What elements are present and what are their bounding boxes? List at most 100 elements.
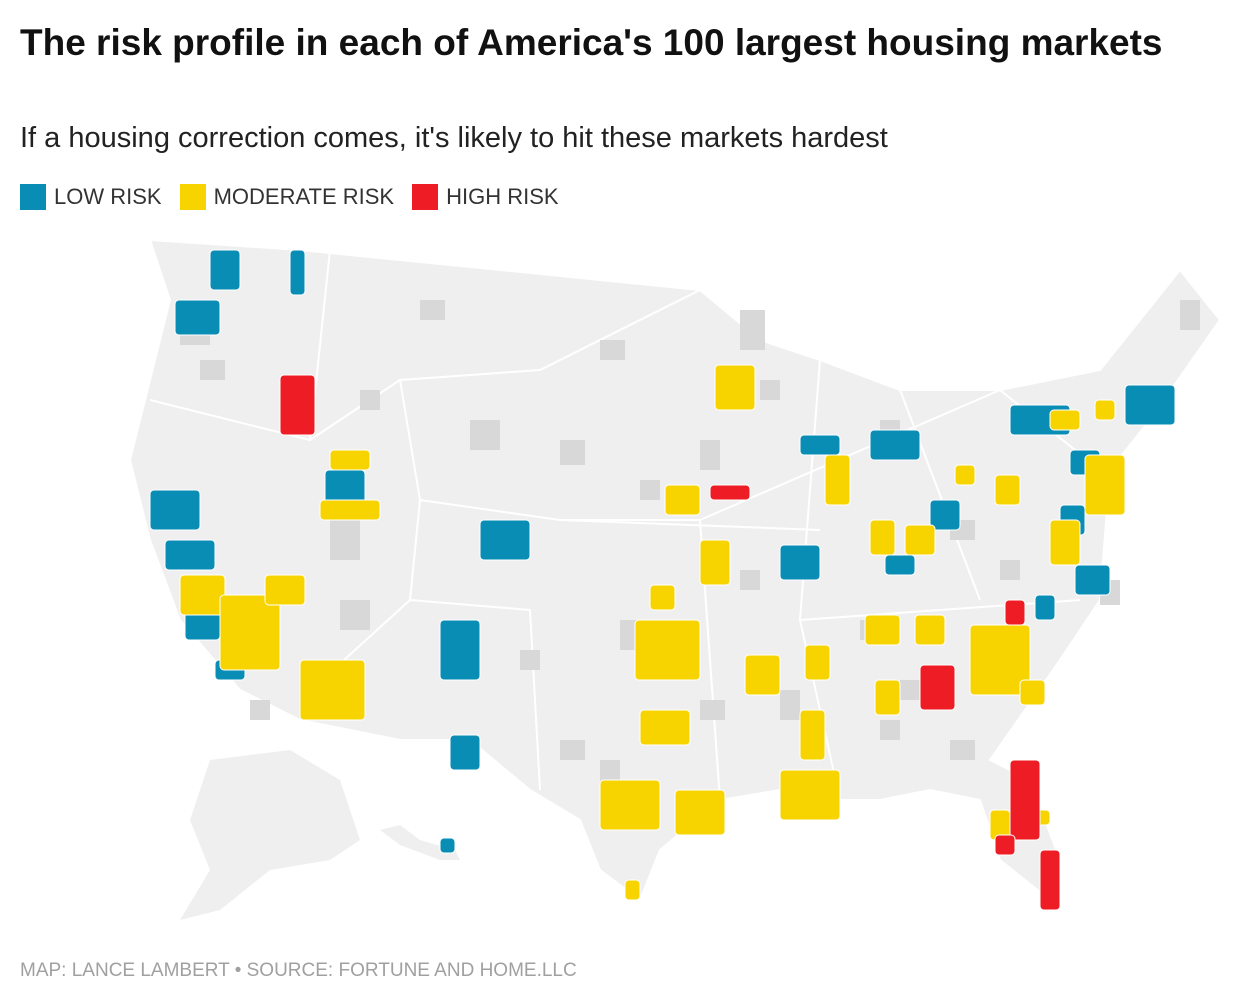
other-market [250,700,270,720]
housing-market [149,489,201,531]
housing-market [869,519,896,556]
other-market [1000,560,1020,580]
legend-item: LOW RISK [20,184,162,210]
housing-market [824,454,851,506]
other-market [560,440,585,465]
legend-swatch [179,184,206,210]
housing-market [289,249,306,296]
other-market [700,440,720,470]
base-map [128,238,1222,920]
legend-label: HIGH RISK [446,184,559,209]
housing-market [439,837,456,854]
other-market [900,680,920,700]
housing-market [1009,759,1041,841]
legend: LOW RISK MODERATE RISK HIGH RISK [20,184,559,210]
legend-label: MODERATE RISK [213,184,395,209]
housing-market [264,574,306,606]
map-title: The risk profile in each of America's 10… [20,22,1163,63]
housing-market [634,619,701,681]
other-market [520,650,540,670]
housing-market [714,364,756,411]
housing-market [1004,599,1026,626]
hawaii [380,825,460,860]
other-market [340,600,370,630]
housing-market [639,709,691,746]
other-market [700,700,725,720]
housing-market [329,449,371,471]
housing-market [804,644,831,681]
housing-market [599,779,661,831]
housing-market [209,249,241,291]
housing-market [649,584,676,611]
legend-label: LOW RISK [54,184,162,209]
other-market [740,310,765,350]
other-market [420,300,445,320]
other-market [360,390,380,410]
markets [149,249,1200,911]
housing-market [904,524,936,556]
housing-market [449,734,481,771]
housing-market [1039,849,1061,911]
map-subtitle: If a housing correction comes, it's like… [20,122,888,154]
other-market [640,480,660,500]
housing-market [1084,454,1126,516]
housing-market [624,879,641,901]
housing-market [179,574,226,616]
legend-item: MODERATE RISK [179,184,395,210]
housing-market [969,624,1031,696]
other-market [330,520,360,560]
map [128,238,1222,920]
housing-market [174,299,221,336]
other-market [470,420,500,450]
housing-market [1049,409,1081,431]
housing-market [914,614,946,646]
alaska [180,750,360,920]
other-market [560,740,585,760]
other-market [950,740,975,760]
housing-market [709,484,751,501]
housing-market [664,484,701,516]
other-market [1180,300,1200,330]
housing-market [164,539,216,571]
housing-market [994,834,1016,856]
housing-market [874,679,901,716]
legend-item: HIGH RISK [412,184,559,210]
housing-market [1034,594,1056,621]
legend-swatch [412,184,439,210]
housing-market [299,659,366,721]
other-market [880,720,900,740]
housing-market [779,544,821,581]
other-market [760,380,780,400]
housing-market [864,614,901,646]
housing-market [994,474,1021,506]
housing-market [799,709,826,761]
housing-market [699,539,731,586]
credit: MAP: LANCE LAMBERT • SOURCE: FORTUNE AND… [20,960,577,981]
housing-market [674,789,726,836]
housing-market [779,769,841,821]
housing-market [1049,519,1081,566]
housing-market [954,464,976,486]
state-lines [149,249,1101,801]
housing-market [929,499,961,531]
housing-market [219,594,281,671]
housing-market [1094,399,1116,421]
housing-market [799,434,841,456]
other-market [600,340,625,360]
housing-market [319,499,381,521]
housing-market [1124,384,1176,426]
housing-market [1074,564,1111,596]
legend-swatch [20,184,46,210]
housing-market [869,429,921,461]
other-market [780,690,800,720]
other-market [200,360,225,380]
housing-market [1019,679,1046,706]
other-market [740,570,760,590]
housing-market [439,619,481,681]
housing-market [479,519,531,561]
housing-market [744,654,781,696]
housing-market [884,554,916,576]
housing-market [279,374,316,436]
housing-market [919,664,956,711]
